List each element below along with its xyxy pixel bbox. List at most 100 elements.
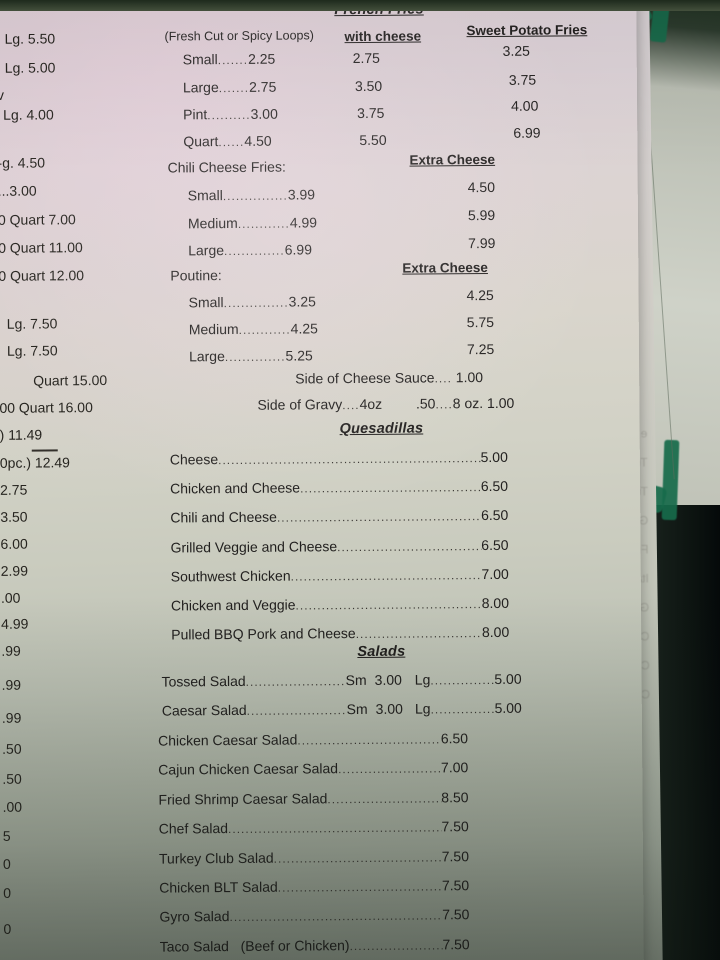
- leader-dots: ........................................: [430, 672, 495, 688]
- quesadilla-price: 5.00: [480, 448, 508, 466]
- salad-lg-price: 5.00: [494, 699, 522, 716]
- salad-price: 7.50: [441, 847, 470, 864]
- leader-dots: ........................................…: [355, 626, 483, 642]
- fries-cheese-price: 5.50: [359, 131, 387, 148]
- poutine-size-label: Small: [188, 294, 224, 311]
- salad-row: Chicken BLT Salad.......................…: [159, 877, 469, 895]
- gravy-size-8oz: 8 oz.: [452, 395, 484, 412]
- leader-dots: ............: [237, 216, 290, 231]
- salad-name: Chef Salad: [158, 820, 229, 837]
- quesadilla-row: Grilled Veggie and Cheese...............…: [170, 536, 508, 555]
- leader-dots: ....: [435, 397, 453, 412]
- quesadilla-row: Chicken and Cheese......................…: [170, 478, 508, 497]
- adjacent-column-line: 2.99: [0, 562, 29, 579]
- chili-size-label: Medium: [187, 214, 238, 232]
- fries-size-label: Large: [182, 79, 219, 96]
- adjacent-column-line: .00: [2, 798, 23, 815]
- salad-price: 6.50: [440, 730, 469, 747]
- adjacent-column-line: .99: [1, 642, 21, 659]
- salad-name: Fried Shrimp Caesar Salad: [158, 790, 328, 808]
- sweet-potato-price: 4.00: [511, 97, 539, 114]
- leader-dots: ...............: [223, 295, 289, 311]
- poutine-row: Large..............5.25: [189, 347, 313, 364]
- leader-dots: ........................................…: [299, 480, 481, 496]
- leader-dots: ........................................…: [290, 567, 482, 584]
- chili-extra-cheese-price: 5.99: [467, 206, 496, 224]
- adjacent-column-line: 0 Quart 7.00: [0, 211, 76, 228]
- adjacent-column-line: .99: [1, 709, 22, 726]
- leader-dots: ....: [342, 398, 360, 413]
- chili-row: Small...............3.99: [188, 186, 315, 203]
- quesadilla-row: Pulled BBQ Pork and Cheese..............…: [171, 624, 509, 643]
- leader-dots: ....: [434, 371, 452, 386]
- fries-row-size: Large.......2.75: [183, 79, 277, 96]
- quesadilla-name: Southwest Chicken: [170, 567, 291, 585]
- adjacent-column-line: ) 11.49: [0, 426, 43, 443]
- adjacent-column-line: v: [0, 86, 5, 103]
- quesadilla-name: Chicken and Cheese: [169, 479, 301, 497]
- salad-name: Chicken Caesar Salad: [157, 731, 298, 749]
- fries-row-size: Quart......4.50: [183, 133, 271, 150]
- adjacent-column-line: 00 Quart 16.00: [0, 399, 93, 416]
- poutine-size-label: Large: [188, 348, 225, 365]
- poutine-extra-cheese-price: 7.25: [466, 340, 495, 358]
- fries-row-size: Small.......2.25: [183, 51, 276, 68]
- leader-dots: ........................................…: [349, 938, 443, 953]
- leader-dots: ........................................…: [227, 820, 442, 837]
- sweet-potato-fries-subheader: Sweet Potato Fries: [466, 22, 588, 39]
- top-shadow-strip: [0, 0, 720, 11]
- salad-row: Fried Shrimp Caesar Salad...............…: [158, 789, 468, 807]
- salad-two-size-row: Caesar Salad............................…: [162, 700, 522, 719]
- adjacent-column-line: Lg. 4.00: [3, 106, 54, 123]
- quesadilla-price: 6.50: [481, 536, 509, 553]
- leader-dots: ........................................…: [218, 451, 481, 468]
- quesadilla-name: Grilled Veggie and Cheese: [170, 537, 338, 556]
- fries-plain-price: 2.25: [247, 50, 276, 67]
- leader-dots: ..............: [224, 349, 286, 365]
- quesadilla-price: 6.50: [480, 478, 509, 495]
- adjacent-column-line: Lg. 7.50: [6, 342, 58, 359]
- adjacent-column-line: 2.75: [0, 481, 28, 498]
- salad-price: 7.50: [441, 818, 469, 835]
- chili-price: 4.99: [289, 214, 318, 231]
- adjacent-column-line: 0: [2, 855, 11, 872]
- adjacent-column-line: 5: [2, 827, 11, 844]
- adjacent-column-line: Lg. 5.00: [4, 59, 56, 76]
- adjacent-column-line: .50: [2, 770, 22, 787]
- adjacent-column-line: .00: [0, 589, 21, 606]
- leader-dots: .......: [218, 80, 250, 96]
- chili-cheese-fries-title: Chili Cheese Fries:: [167, 158, 286, 176]
- salad-row: Chef Salad..............................…: [159, 818, 469, 836]
- salad-sm-price: 3.00: [374, 671, 402, 688]
- fries-cheese-price: 3.50: [354, 77, 383, 95]
- salad-price: 7.50: [441, 877, 470, 894]
- leader-dots: .......: [217, 52, 249, 68]
- side-cheese-sauce-price: 1.00: [455, 369, 484, 386]
- quesadilla-row: Chicken and Veggie......................…: [171, 595, 509, 614]
- chili-row: Medium............4.99: [188, 214, 317, 231]
- quesadilla-row: Chili and Cheese........................…: [170, 507, 508, 526]
- salad-row: Cajun Chicken Caesar Salad..............…: [158, 760, 468, 778]
- leader-dots: ......: [218, 134, 245, 150]
- fries-size-label: Pint: [183, 106, 208, 123]
- side-cheese-sauce-row: Side of Cheese Sauce.... 1.00: [295, 369, 483, 386]
- fries-note: (Fresh Cut or Spicy Loops): [164, 28, 314, 44]
- salad-sm-label: Sm: [345, 671, 367, 689]
- poutine-price: 3.25: [288, 293, 316, 310]
- quesadilla-price: 8.00: [481, 594, 510, 612]
- quesadilla-name: Chicken and Veggie: [170, 596, 296, 614]
- with-cheese-subheader: with cheese: [344, 28, 422, 45]
- adjacent-menu-column: Lg. 5.50 Lg. 5.00 v Lg. 4.00 -g. 4.50 ...3.00…: [0, 2, 154, 960]
- leader-dots: ............: [238, 322, 291, 337]
- adjacent-column-line: 0: [3, 884, 12, 901]
- side-gravy-row: Side of Gravy....4oz .50....8 oz. 1.00: [257, 395, 514, 413]
- salad-row: Taco Salad (Beef or Chicken)............…: [160, 936, 470, 954]
- leader-dots: ..........: [207, 107, 251, 123]
- salad-name: Tossed Salad: [161, 672, 246, 690]
- adjacent-column-line: .50: [2, 740, 22, 757]
- leader-dots: ........................................…: [246, 703, 347, 718]
- adjacent-column-line: -g. 4.50: [0, 154, 46, 171]
- sweet-potato-price: 3.25: [502, 42, 530, 59]
- adjacent-column-line: 0: [3, 920, 12, 937]
